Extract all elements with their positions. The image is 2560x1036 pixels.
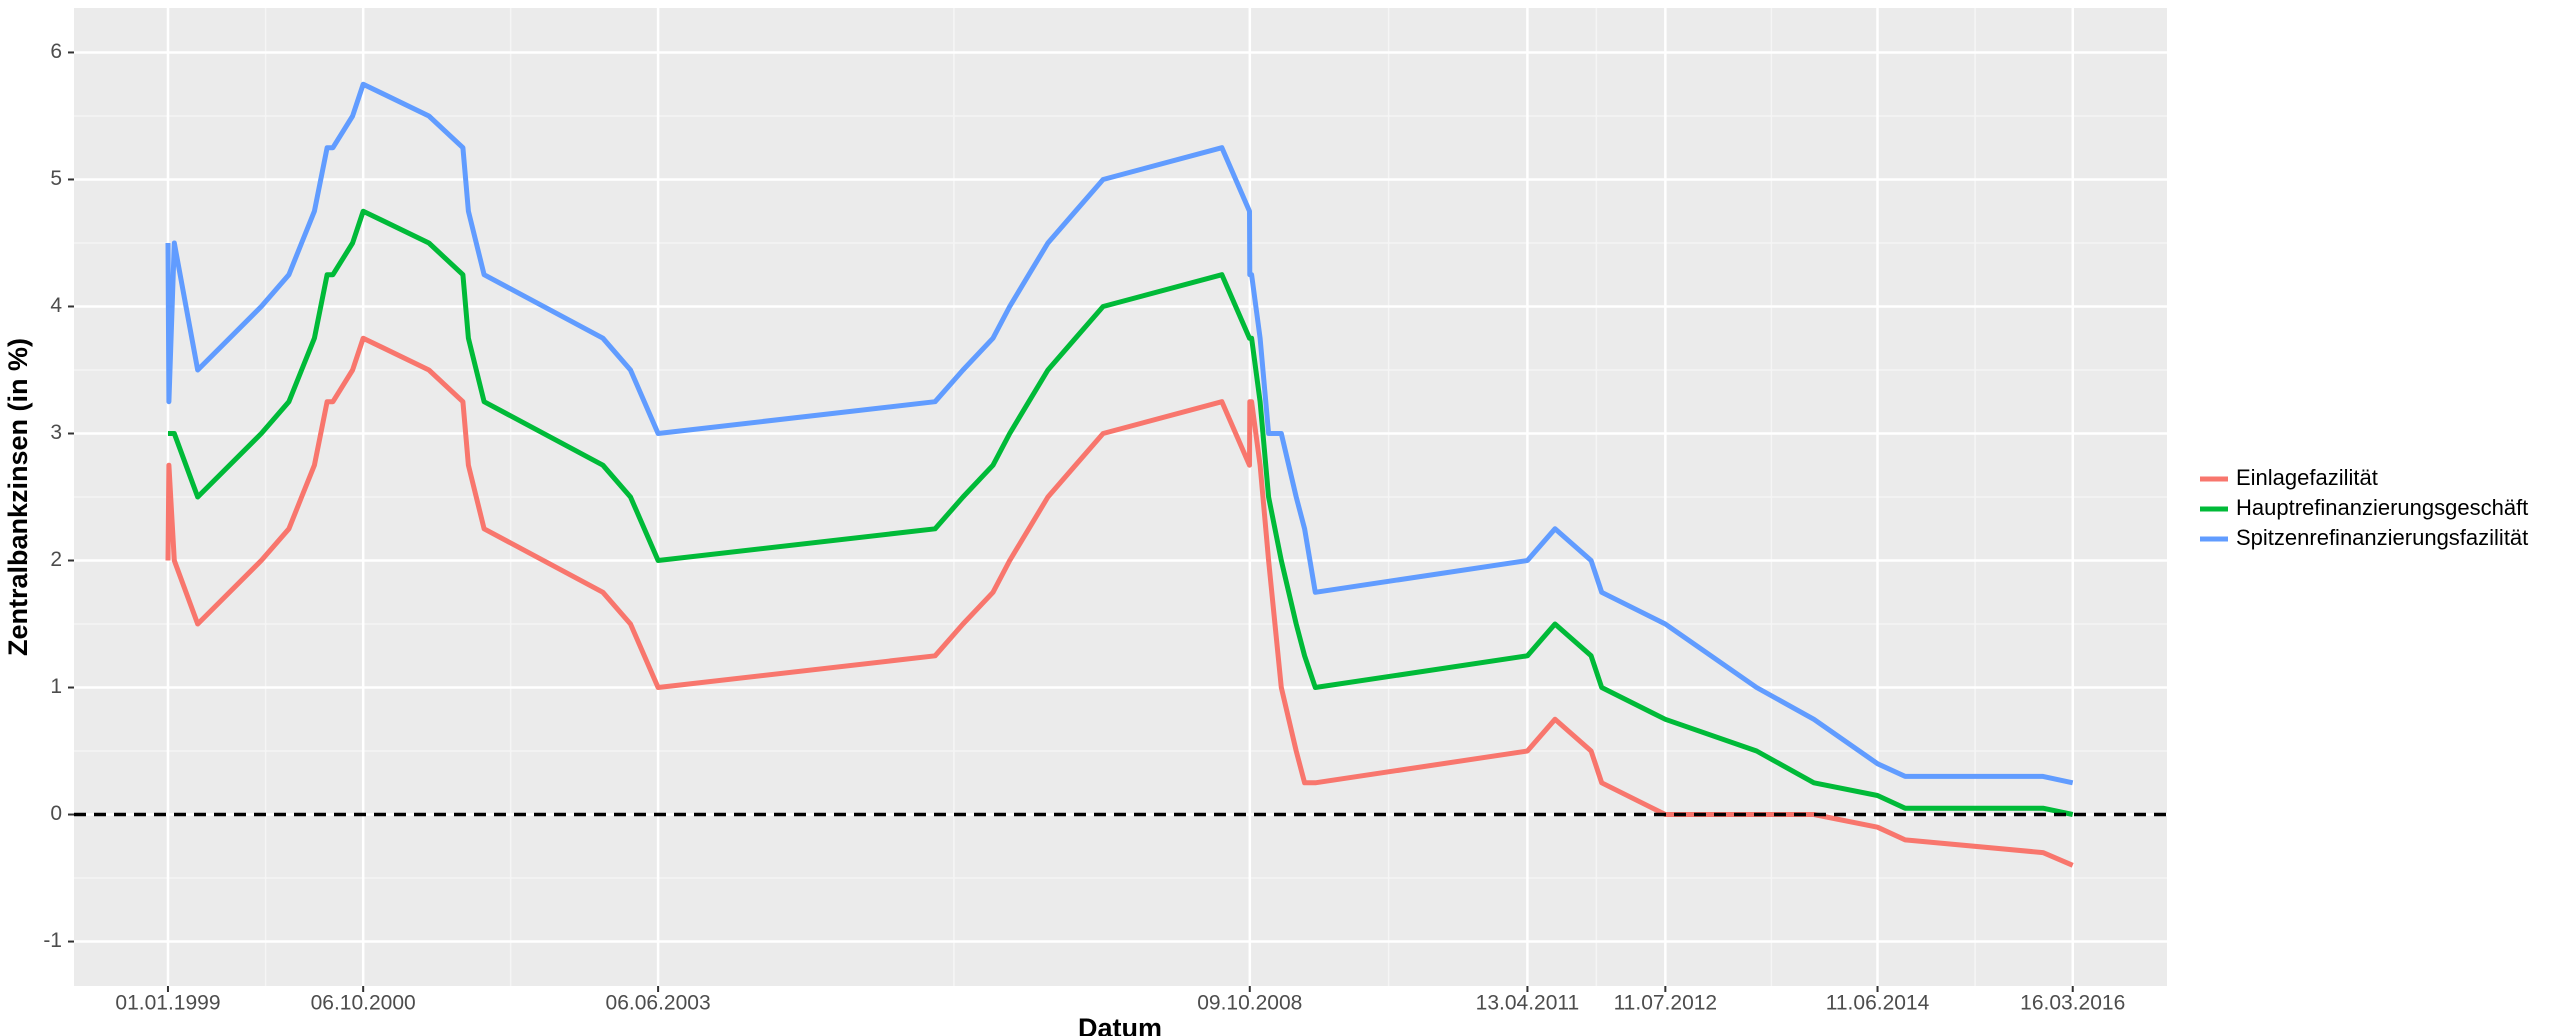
- legend-label: Einlagefazilität: [2236, 465, 2378, 490]
- y-tick-label: 0: [50, 802, 62, 825]
- y-tick-label: 3: [50, 421, 62, 444]
- series-line: [166, 208, 2074, 817]
- x-tick-label: 11.06.2014: [1826, 992, 1930, 1015]
- x-tick-label: 01.01.1999: [115, 992, 220, 1015]
- y-tick-label: 6: [50, 40, 62, 63]
- grid: [74, 8, 2167, 986]
- x-tick-label: 06.06.2003: [606, 992, 711, 1015]
- y-axis-title: Zentralbankzinsen (in %): [3, 338, 33, 656]
- x-tick-label: 09.10.2008: [1197, 992, 1302, 1015]
- y-tick-label: 2: [50, 548, 62, 571]
- y-tick-label: -1: [43, 929, 62, 952]
- series-line: [165, 335, 2074, 868]
- legend-label: Hauptrefinanzierungsgeschäft: [2236, 495, 2528, 520]
- legend-label: Spitzenrefinanzierungsfazilität: [2236, 525, 2528, 550]
- x-tick-label: 06.10.2000: [311, 992, 416, 1015]
- x-tick-label: 13.04.2011: [1476, 992, 1580, 1015]
- x-tick-label: 11.07.2012: [1614, 992, 1718, 1015]
- lines: [165, 81, 2074, 868]
- x-axis-title: Datum: [1078, 1013, 1162, 1036]
- series-line: [165, 81, 2074, 786]
- y-tick-label: 1: [50, 675, 62, 698]
- y-tick-label: 4: [50, 294, 62, 317]
- x-tick-label: 16.03.2016: [2020, 992, 2125, 1015]
- y-tick-label: 5: [50, 167, 62, 190]
